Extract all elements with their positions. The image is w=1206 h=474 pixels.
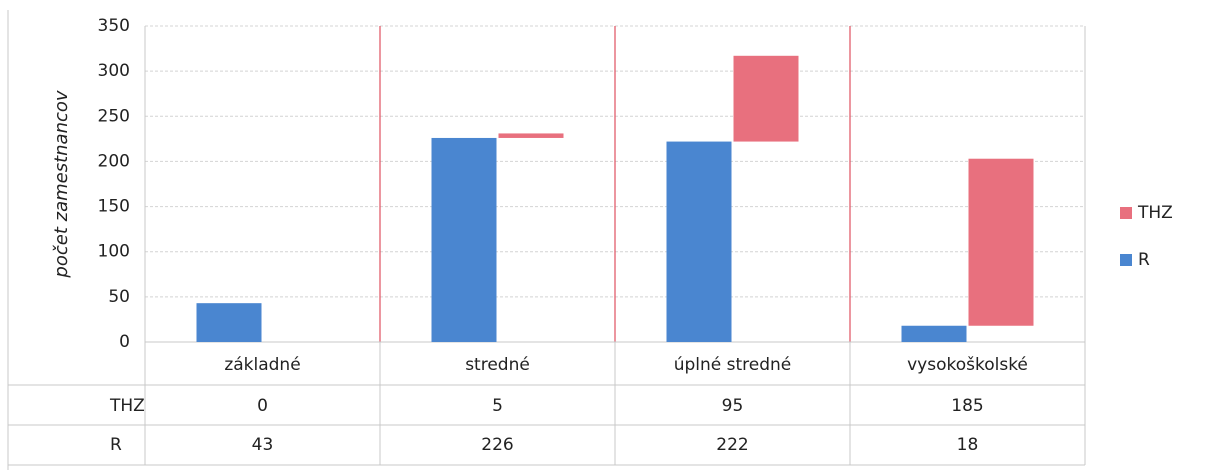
table-value: 226 bbox=[481, 435, 513, 455]
y-tick-label: 50 bbox=[108, 287, 130, 307]
table-row-label: R bbox=[110, 435, 122, 455]
table-value: 18 bbox=[957, 435, 979, 455]
table-value: 5 bbox=[492, 396, 503, 416]
table-value: 43 bbox=[252, 435, 274, 455]
y-axis-label: počet zamestnancov bbox=[51, 90, 72, 278]
x-tick-label: stredné bbox=[465, 355, 530, 375]
bar bbox=[968, 158, 1034, 326]
y-tick-label: 250 bbox=[98, 106, 130, 126]
bar bbox=[666, 141, 732, 342]
bar bbox=[901, 325, 967, 342]
y-tick-label: 0 bbox=[119, 332, 130, 352]
table-value: 222 bbox=[716, 435, 748, 455]
table-value: 0 bbox=[257, 396, 268, 416]
y-tick-label: 150 bbox=[98, 197, 130, 217]
bar bbox=[431, 137, 497, 342]
x-tick-label: základné bbox=[224, 355, 300, 375]
y-tick-label: 200 bbox=[98, 151, 130, 171]
table-value: 185 bbox=[951, 396, 983, 416]
y-tick-label: 100 bbox=[98, 242, 130, 262]
bar bbox=[196, 303, 262, 342]
table-row-label: THZ bbox=[109, 396, 145, 416]
bar bbox=[733, 55, 799, 142]
y-tick-label: 300 bbox=[98, 61, 130, 81]
legend-label: THZ bbox=[1137, 203, 1173, 223]
legend-label: R bbox=[1138, 250, 1150, 270]
bar bbox=[498, 133, 564, 138]
x-tick-label: vysokoškolské bbox=[907, 355, 1028, 375]
legend-swatch bbox=[1120, 254, 1132, 266]
table-value: 95 bbox=[722, 396, 744, 416]
legend-swatch bbox=[1120, 207, 1132, 219]
x-tick-label: úplné stredné bbox=[674, 355, 792, 375]
y-tick-label: 350 bbox=[98, 16, 130, 36]
